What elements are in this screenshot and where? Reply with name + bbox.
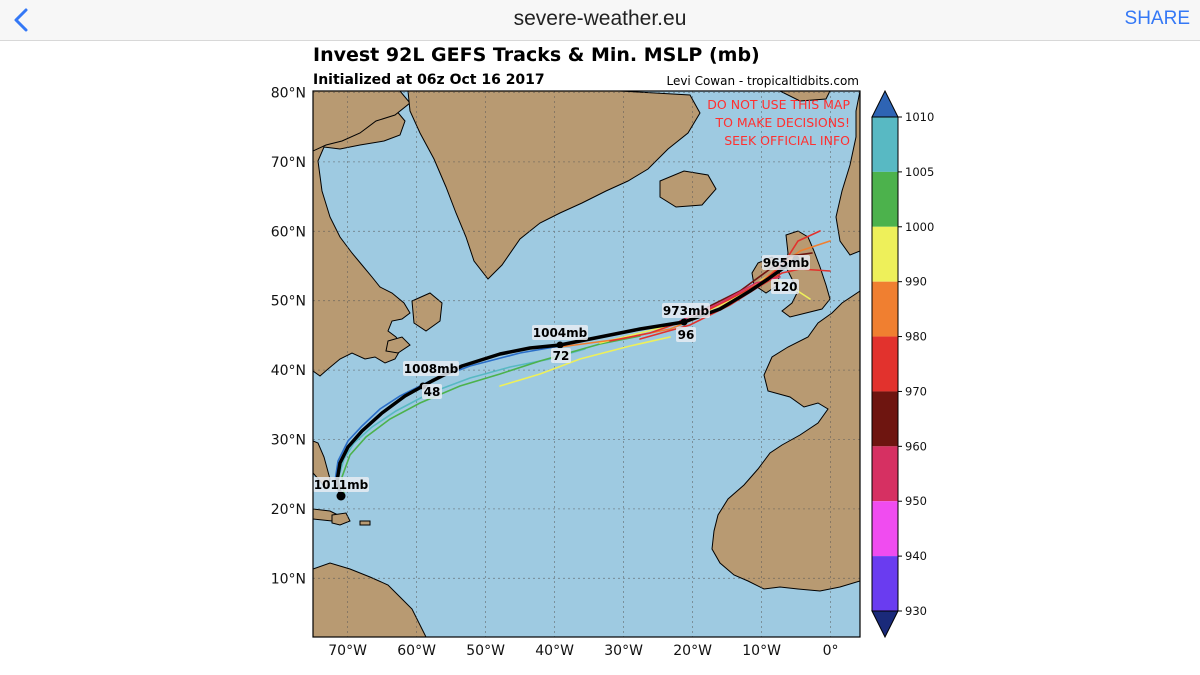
back-button[interactable] bbox=[8, 4, 38, 36]
lon-label: 0° bbox=[823, 643, 839, 659]
map-subtitle: Initialized at 06z Oct 16 2017 bbox=[313, 72, 545, 88]
mean-track bbox=[335, 257, 798, 498]
colorbar-segment bbox=[872, 446, 898, 502]
colorbar-frame bbox=[871, 116, 899, 612]
forecast-map-image: Invest 92L GEFS Tracks & Min. MSLP (mb) … bbox=[271, 44, 935, 659]
colorbar-label: 990 bbox=[905, 275, 927, 289]
ensemble-track bbox=[609, 230, 821, 342]
colorbar-segment bbox=[872, 171, 898, 227]
colorbar-extend-bottom bbox=[871, 610, 899, 639]
ensemble-track bbox=[337, 348, 586, 497]
land-hispaniola bbox=[331, 512, 351, 526]
warning-line: TO MAKE DECISIONS! bbox=[714, 115, 850, 130]
pressure-label: 1008mb bbox=[404, 362, 459, 376]
land-south-america bbox=[313, 562, 427, 637]
colorbar-label: 1005 bbox=[905, 165, 934, 179]
land-europe-africa bbox=[711, 290, 860, 592]
land-iceland bbox=[659, 170, 717, 208]
colorbar-label: 980 bbox=[905, 330, 927, 344]
track-point bbox=[680, 318, 688, 326]
ensemble-track bbox=[499, 336, 671, 387]
map-credit: Levi Cowan - tropicaltidbits.com bbox=[666, 74, 859, 88]
pressure-colorbar: 1010 1005 1000 990 980 970 960 950 940 930 bbox=[871, 89, 934, 639]
colorbar-label: 950 bbox=[905, 494, 927, 508]
map-title: Invest 92L GEFS Tracks & Min. MSLP (mb) bbox=[313, 44, 760, 66]
track-points bbox=[336, 255, 800, 501]
latitude-labels: 80°N 70°N 60°N 50°N 40°N 30°N 20°N 10°N bbox=[271, 86, 306, 588]
land-svalbard bbox=[779, 91, 831, 102]
colorbar-segment bbox=[872, 117, 898, 172]
colorbar-label: 1010 bbox=[905, 110, 934, 124]
colorbar-label: 1000 bbox=[905, 220, 934, 234]
lon-label: 70°W bbox=[328, 643, 367, 659]
ensemble-track bbox=[334, 345, 561, 497]
colorbar-label: 940 bbox=[905, 549, 927, 563]
forecast-hour-label: 96 bbox=[678, 328, 695, 342]
lat-label: 20°N bbox=[271, 502, 306, 518]
land-greenland bbox=[407, 91, 701, 280]
lon-label: 20°W bbox=[673, 643, 712, 659]
colorbar-segment bbox=[872, 226, 898, 282]
land-nova-scotia bbox=[385, 336, 411, 354]
colorbar-label: 970 bbox=[905, 384, 927, 398]
colorbar-segment bbox=[872, 556, 898, 611]
land-newfoundland bbox=[411, 292, 443, 332]
lat-label: 70°N bbox=[271, 155, 306, 171]
longitude-labels: 70°W 60°W 50°W 40°W 30°W 20°W 10°W 0° bbox=[328, 643, 838, 659]
pressure-label: 973mb bbox=[663, 304, 710, 318]
lat-label: 50°N bbox=[271, 294, 306, 310]
forecast-hour-label: 48 bbox=[424, 385, 441, 399]
lon-label: 60°W bbox=[397, 643, 436, 659]
forecast-hour-label: 120 bbox=[772, 280, 797, 294]
lon-label: 40°W bbox=[535, 643, 574, 659]
lat-label: 30°N bbox=[271, 433, 306, 449]
warning-line: DO NOT USE THIS MAP bbox=[707, 97, 850, 112]
lon-label: 30°W bbox=[604, 643, 643, 659]
lat-label: 60°N bbox=[271, 224, 306, 240]
lon-label: 50°W bbox=[466, 643, 505, 659]
track-point bbox=[556, 341, 564, 349]
chevron-left-icon bbox=[14, 8, 28, 32]
map-frame bbox=[312, 90, 861, 638]
pressure-label: 965mb bbox=[763, 256, 810, 270]
warning-line: SEEK OFFICIAL INFO bbox=[724, 133, 850, 148]
colorbar-label: 930 bbox=[905, 604, 927, 618]
pressure-label: 1004mb bbox=[533, 326, 588, 340]
colorbar-label: 960 bbox=[905, 439, 927, 453]
pressure-label: 1011mb bbox=[314, 478, 369, 492]
land-baffin bbox=[313, 91, 411, 152]
track-point bbox=[336, 491, 346, 501]
browser-toolbar: severe-weather.eu SHARE bbox=[0, 0, 1200, 41]
land-puerto-rico bbox=[359, 520, 371, 526]
colorbar-segment bbox=[872, 391, 898, 447]
colorbar-segment bbox=[872, 336, 898, 392]
lat-label: 80°N bbox=[271, 86, 306, 102]
land-scandinavia bbox=[835, 91, 860, 256]
land-north-america bbox=[313, 91, 411, 377]
lat-label: 40°N bbox=[271, 363, 306, 379]
lat-label: 10°N bbox=[271, 571, 306, 587]
lon-label: 10°W bbox=[742, 643, 781, 659]
forecast-hour-label: 72 bbox=[553, 349, 570, 363]
warning-text: DO NOT USE THIS MAP TO MAKE DECISIONS! S… bbox=[707, 97, 850, 148]
colorbar-extend-top bbox=[871, 89, 899, 118]
map-area: 1011mb 1008mb 1004mb 973mb 965mb 48 72 9… bbox=[313, 91, 860, 637]
colorbar-segment bbox=[872, 501, 898, 557]
colorbar-segment bbox=[872, 281, 898, 337]
page-title: severe-weather.eu bbox=[513, 7, 687, 30]
share-button[interactable]: SHARE bbox=[1124, 8, 1190, 29]
